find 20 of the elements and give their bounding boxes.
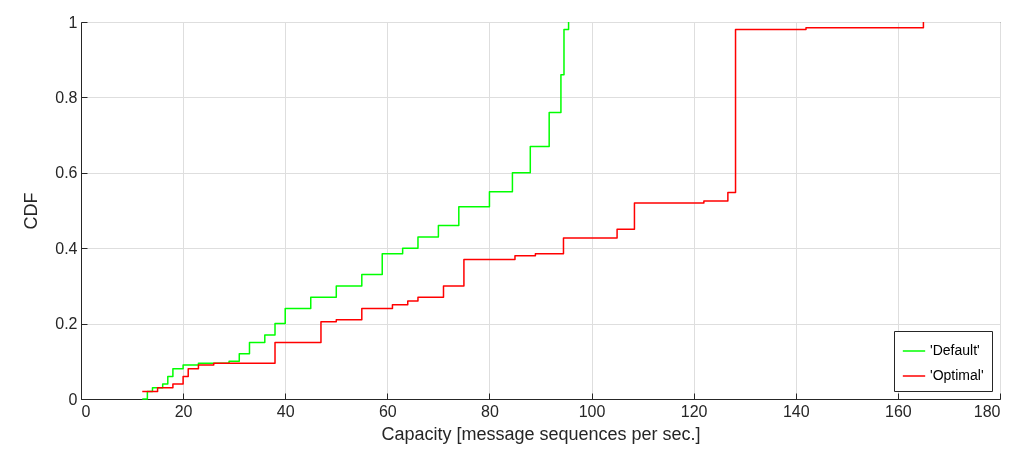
y-tick-label: 0.6 bbox=[55, 164, 78, 182]
x-tick-label: 0 bbox=[81, 402, 91, 420]
legend-label: 'Default' bbox=[930, 342, 980, 358]
x-tick-label: 180 bbox=[973, 402, 1001, 420]
x-tick-label: 120 bbox=[680, 402, 708, 420]
x-tick-label: 40 bbox=[276, 402, 295, 420]
y-tick-label: 0.4 bbox=[55, 239, 78, 257]
x-axis-title: Capacity [message sequences per sec.] bbox=[381, 423, 701, 444]
y-tick-label: 0.2 bbox=[55, 315, 78, 333]
x-tick-label: 140 bbox=[782, 402, 810, 420]
x-tick-label: 160 bbox=[885, 402, 912, 420]
x-tick-label: 60 bbox=[378, 402, 397, 420]
x-tick-label: 80 bbox=[481, 402, 499, 420]
y-axis-title: CDF bbox=[21, 192, 42, 230]
legend-label: 'Optimal' bbox=[930, 367, 984, 383]
x-tick-label: 100 bbox=[578, 402, 606, 420]
x-tick-label: 20 bbox=[174, 402, 193, 420]
y-tick-label: 0.8 bbox=[55, 88, 78, 106]
y-tick-label: 0 bbox=[68, 390, 78, 408]
y-tick-label: 1 bbox=[68, 13, 78, 31]
